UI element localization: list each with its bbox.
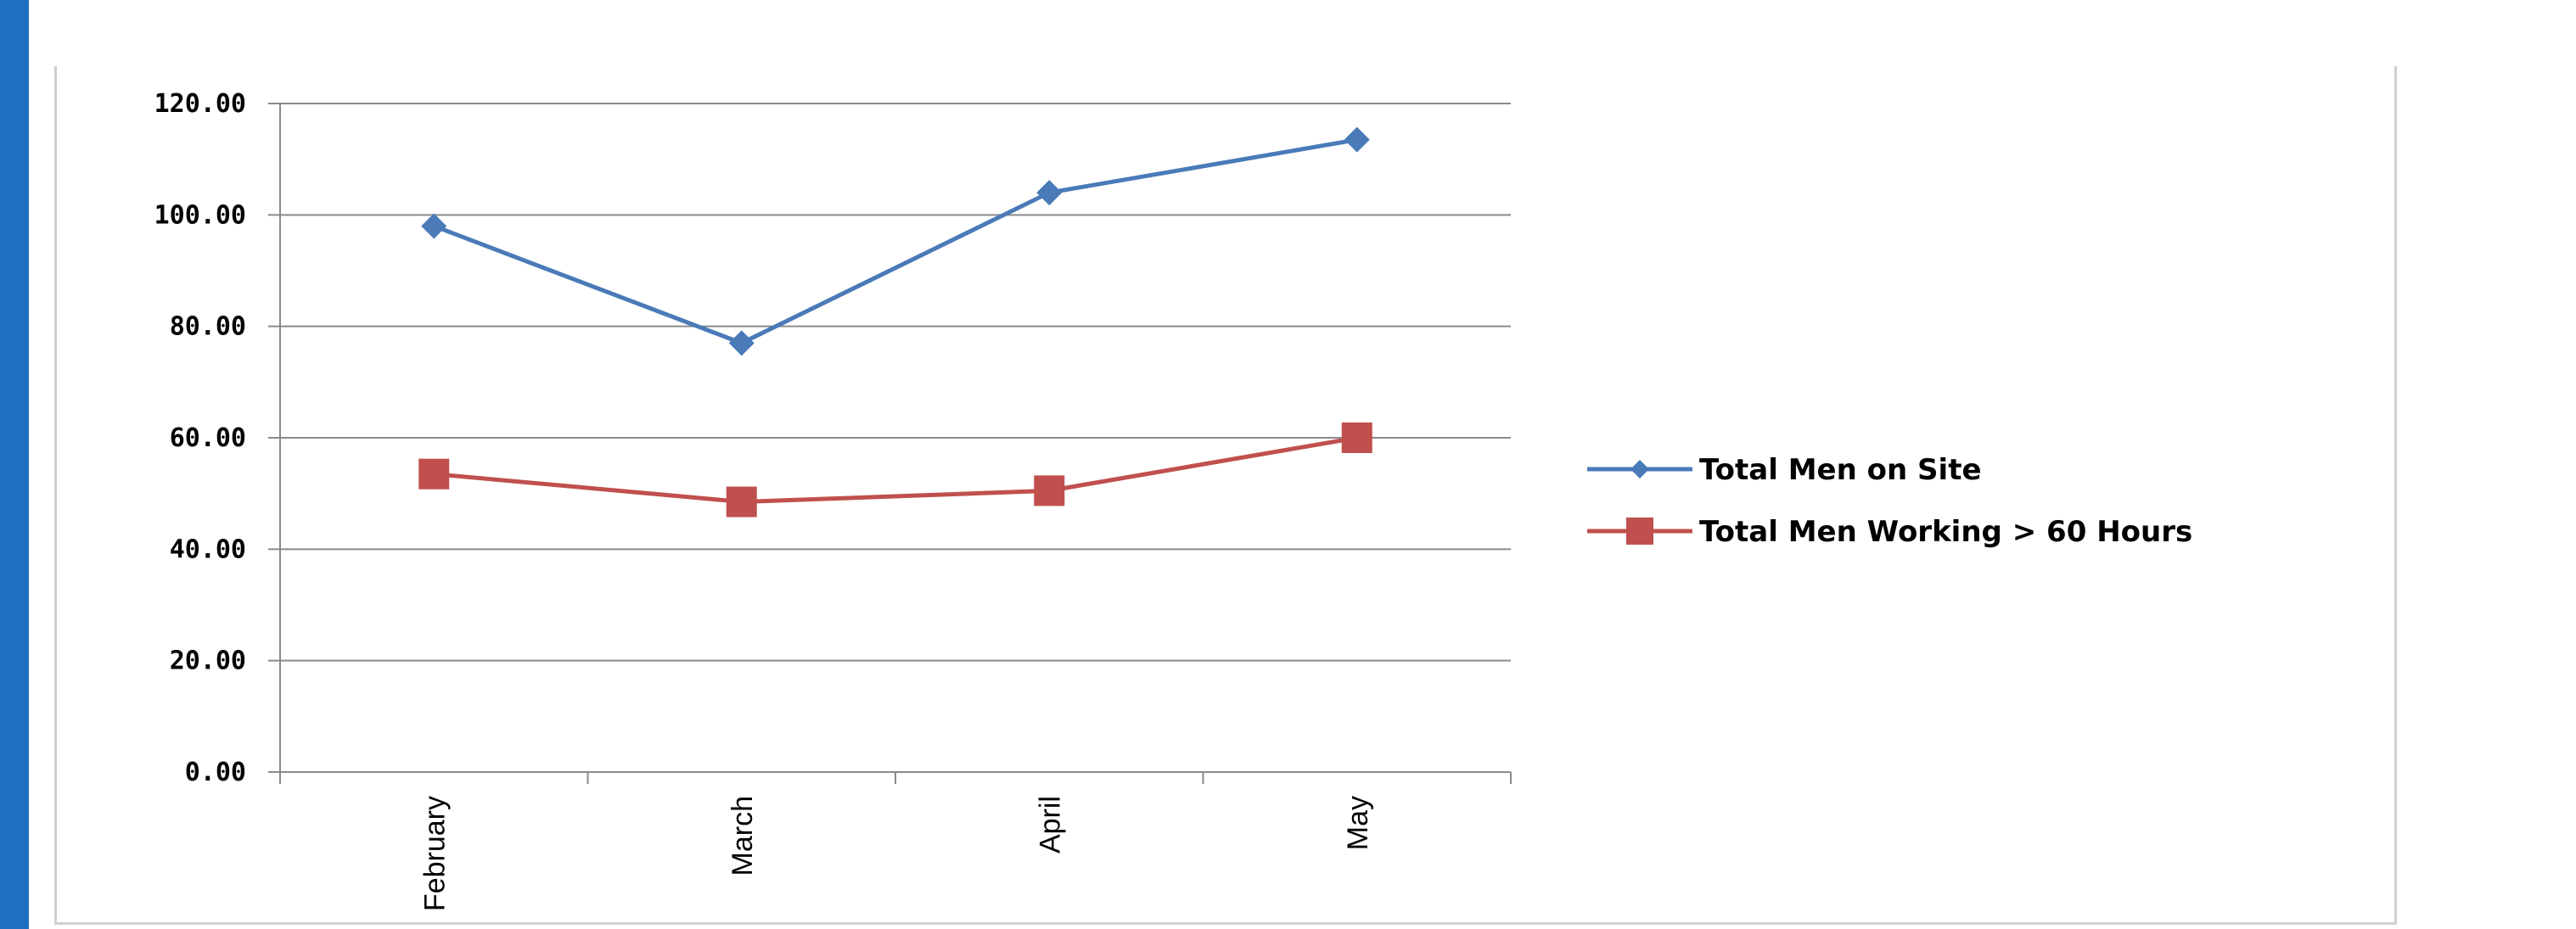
series — [418, 126, 1372, 518]
data-point — [1034, 475, 1065, 506]
legend-marker — [1630, 460, 1649, 478]
data-point — [421, 213, 447, 239]
series-2 — [418, 423, 1372, 518]
legend-entry: Total Men Working > 60 Hours — [1587, 515, 2192, 549]
data-point — [728, 330, 755, 356]
y-tick-labels: 0.00 20.00 40.00 60.00 80.00 100.00 120.00 — [154, 89, 246, 787]
y-tick-label: 40.00 — [170, 534, 246, 564]
x-tick-label: May — [1342, 796, 1374, 850]
gridlines — [280, 103, 1511, 662]
data-point — [1036, 180, 1063, 206]
x-tick-label: February — [418, 796, 451, 911]
data-point — [726, 486, 757, 518]
y-tick-label: 80.00 — [170, 312, 246, 342]
legend-label: Total Men Working > 60 Hours — [1699, 515, 2192, 549]
data-point — [1344, 126, 1370, 153]
chart-frame — [54, 66, 2397, 925]
x-tick-label: March — [727, 796, 759, 876]
series-1 — [421, 126, 1370, 356]
y-tick-label: 60.00 — [170, 423, 246, 453]
y-tick-label: 20.00 — [170, 646, 246, 676]
legend-label: Total Men on Site — [1699, 453, 1982, 487]
left-accent-bar — [0, 0, 29, 929]
legend-entry: Total Men on Site — [1587, 453, 1982, 487]
axes — [268, 103, 1512, 784]
y-tick-label: 120.00 — [154, 89, 246, 119]
series-line — [433, 137, 1358, 345]
x-tick-label: April — [1034, 796, 1066, 853]
series-line — [434, 435, 1358, 505]
x-tick-labels: February March April May — [418, 796, 1374, 911]
data-point — [1341, 423, 1372, 453]
legend: Total Men on Site Total Men Working > 60 … — [1587, 453, 2192, 549]
y-tick-label: 0.00 — [185, 758, 246, 787]
y-tick-label: 100.00 — [154, 200, 246, 230]
data-point — [418, 458, 450, 490]
legend-marker — [1626, 518, 1653, 545]
